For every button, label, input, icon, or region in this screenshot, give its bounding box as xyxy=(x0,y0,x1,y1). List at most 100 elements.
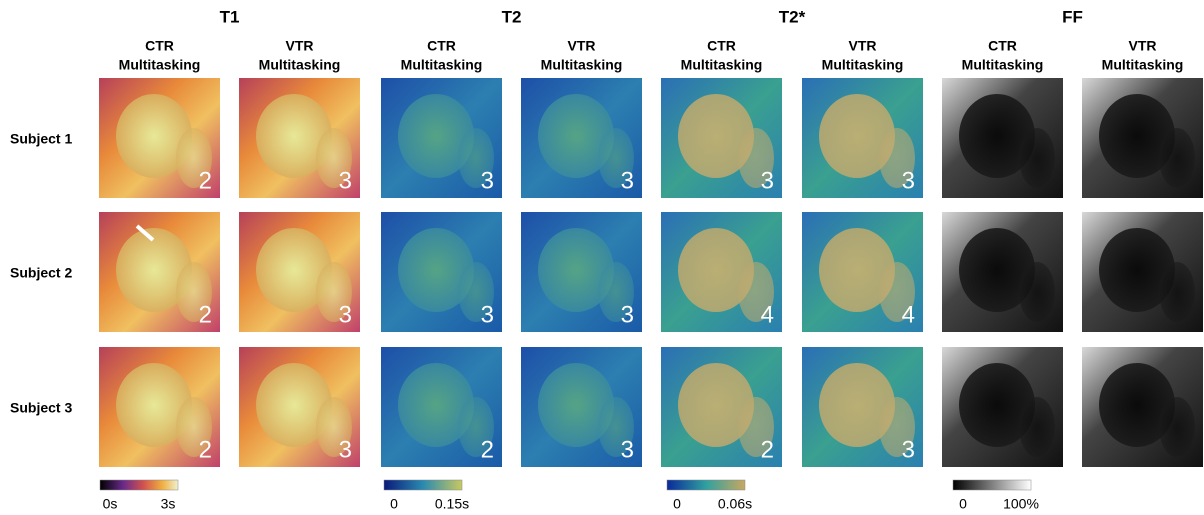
column-header: Multitasking xyxy=(259,57,341,73)
heart-region xyxy=(819,363,895,447)
heart-region xyxy=(959,94,1035,178)
colorbar xyxy=(383,479,463,491)
ventricle xyxy=(879,262,915,322)
ventricle xyxy=(458,128,494,188)
colorbar xyxy=(952,479,1032,491)
quality-score: 3 xyxy=(621,436,634,463)
column-header: CTR xyxy=(427,38,456,54)
heart-region xyxy=(398,228,474,312)
ventricle xyxy=(1159,128,1195,188)
quality-score: 3 xyxy=(339,301,352,328)
column-header: Multitasking xyxy=(822,57,904,73)
column-header: CTR xyxy=(988,38,1017,54)
ventricle xyxy=(738,262,774,322)
ventricle xyxy=(879,397,915,457)
column-header: Multitasking xyxy=(681,57,763,73)
quality-score: 3 xyxy=(761,167,774,194)
group-title: T2 xyxy=(502,7,522,26)
colorbar-min: 0 xyxy=(673,496,681,512)
heart-region xyxy=(1099,94,1175,178)
ventricle xyxy=(738,397,774,457)
column-header: CTR xyxy=(707,38,736,54)
heart-region xyxy=(959,228,1035,312)
quality-score: 2 xyxy=(199,167,212,194)
ventricle xyxy=(598,262,634,322)
ventricle xyxy=(598,397,634,457)
ventricle xyxy=(879,128,915,188)
ventricle xyxy=(316,128,352,188)
group-title: T1 xyxy=(220,7,240,26)
quality-score: 2 xyxy=(199,301,212,328)
group-title: FF xyxy=(1062,7,1083,26)
quality-score: 3 xyxy=(621,301,634,328)
ventricle xyxy=(176,128,212,188)
row-label: Subject 3 xyxy=(10,400,72,416)
quality-score: 3 xyxy=(481,301,494,328)
quality-score: 4 xyxy=(902,301,915,328)
heart-region xyxy=(538,228,614,312)
heart-region xyxy=(819,228,895,312)
column-header: Multitasking xyxy=(1102,57,1184,73)
heart-region xyxy=(819,94,895,178)
ventricle xyxy=(738,128,774,188)
ventricle xyxy=(316,397,352,457)
arrow xyxy=(135,224,155,242)
colorbar-min: 0 xyxy=(390,496,398,512)
column-header: CTR xyxy=(145,38,174,54)
quality-score: 3 xyxy=(339,167,352,194)
ventricle xyxy=(458,262,494,322)
ventricle xyxy=(1019,128,1055,188)
colorbar-max: 3s xyxy=(161,496,176,512)
quality-score: 3 xyxy=(621,167,634,194)
ventricle xyxy=(1159,262,1195,322)
quality-score: 3 xyxy=(481,167,494,194)
heart-region xyxy=(1099,228,1175,312)
ventricle xyxy=(1019,262,1055,322)
colorbar-max: 100% xyxy=(1003,496,1039,512)
heart-region xyxy=(256,363,332,447)
colorbar xyxy=(99,479,179,491)
heart-region xyxy=(398,363,474,447)
quality-score: 2 xyxy=(481,436,494,463)
quality-score: 2 xyxy=(199,436,212,463)
ventricle xyxy=(458,397,494,457)
row-label: Subject 2 xyxy=(10,265,72,281)
quality-score: 3 xyxy=(902,167,915,194)
heart-region xyxy=(678,228,754,312)
heart-region xyxy=(116,94,192,178)
quality-score: 2 xyxy=(761,436,774,463)
colorbar xyxy=(666,479,746,491)
column-header: Multitasking xyxy=(401,57,483,73)
ventricle xyxy=(176,397,212,457)
column-header: VTR xyxy=(286,38,314,54)
heart-region xyxy=(959,363,1035,447)
column-header: VTR xyxy=(1129,38,1157,54)
heart-region xyxy=(116,363,192,447)
colorbar-max: 0.15s xyxy=(435,496,469,512)
ventricle xyxy=(176,262,212,322)
ventricle xyxy=(316,262,352,322)
column-header: VTR xyxy=(568,38,596,54)
heart-region xyxy=(538,94,614,178)
column-header: Multitasking xyxy=(119,57,201,73)
column-header: VTR xyxy=(849,38,877,54)
colorbar-min: 0 xyxy=(959,496,967,512)
heart-region xyxy=(256,94,332,178)
ventricle xyxy=(598,128,634,188)
colorbar-max: 0.06s xyxy=(718,496,752,512)
quality-score: 3 xyxy=(339,436,352,463)
heart-region xyxy=(538,363,614,447)
colorbar-min: 0s xyxy=(103,496,118,512)
row-label: Subject 1 xyxy=(10,131,72,147)
quality-score: 3 xyxy=(902,436,915,463)
heart-region xyxy=(1099,363,1175,447)
column-header: Multitasking xyxy=(962,57,1044,73)
heart-region xyxy=(256,228,332,312)
column-header: Multitasking xyxy=(541,57,623,73)
heart-region xyxy=(678,363,754,447)
ventricle xyxy=(1019,397,1055,457)
ventricle xyxy=(1159,397,1195,457)
group-title: T2* xyxy=(779,7,806,26)
heart-region xyxy=(678,94,754,178)
